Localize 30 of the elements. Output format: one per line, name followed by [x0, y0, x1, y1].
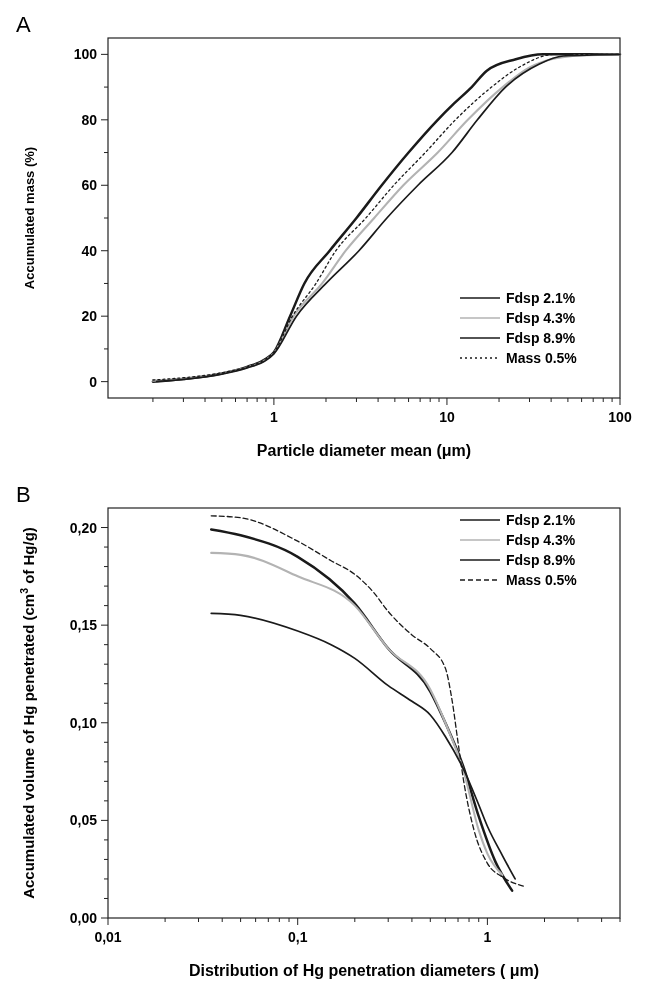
y-tick-label: 20	[81, 308, 98, 325]
legend-label: Fdsp 8.9%	[506, 552, 576, 568]
x-tick-label: 0,01	[94, 929, 122, 945]
y-tick-label: 0,00	[69, 910, 98, 926]
x-axis-title: Particle diameter mean (μm)	[256, 442, 472, 459]
x-tick-label: 10	[439, 409, 455, 425]
y-tick-label: 0,05	[69, 812, 98, 829]
y-tick-label: 0,10	[69, 714, 98, 731]
y-tick-label: 0,15	[69, 617, 98, 634]
legend-label: Fdsp 2.1%	[506, 512, 576, 528]
y-tick-label: 0,20	[69, 519, 98, 536]
y-axis-title: Accumulated mass (%)	[22, 146, 37, 290]
legend-label: Fdsp 4.3%	[506, 310, 576, 326]
legend-label: Mass 0.5%	[506, 350, 578, 366]
legend-label: Fdsp 8.9%	[506, 330, 576, 346]
x-tick-label: 1	[483, 929, 492, 945]
x-tick-label: 1	[269, 409, 278, 425]
y-tick-label: 60	[81, 177, 98, 194]
x-tick-label: 100	[608, 409, 632, 425]
x-axis-title: Distribution of Hg penetration diameters ( μm)	[188, 962, 540, 979]
chart-title: B	[16, 482, 31, 507]
legend-label: Fdsp 4.3%	[506, 532, 576, 548]
legend-label: Fdsp 2.1%	[506, 290, 576, 306]
x-tick-label: 0,1	[287, 929, 308, 945]
y-tick-label: 80	[81, 111, 98, 128]
y-tick-label: 100	[73, 46, 98, 63]
y-tick-label: 40	[81, 242, 98, 259]
legend-label: Mass 0.5%	[506, 572, 578, 588]
y-tick-label: 0	[89, 373, 98, 390]
chart-title: A	[16, 12, 31, 37]
